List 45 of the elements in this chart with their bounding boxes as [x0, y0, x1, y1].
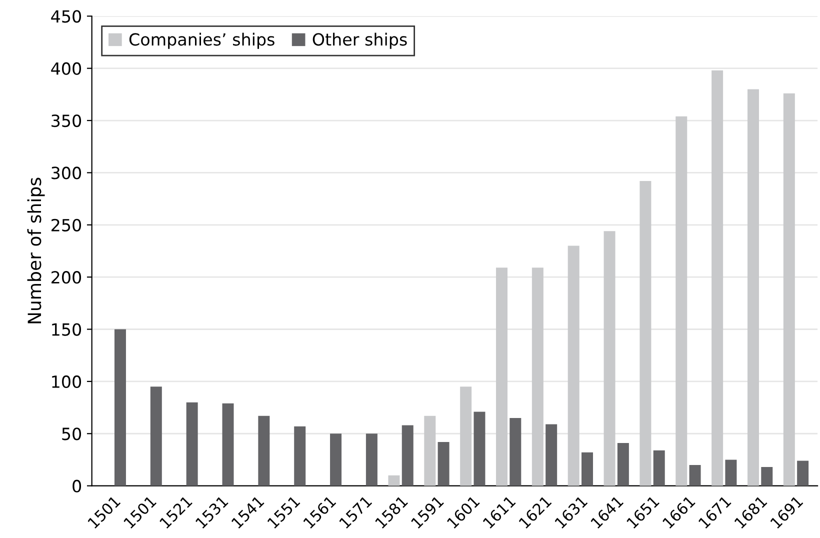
bar [388, 475, 400, 486]
y-tick-label: 50 [62, 428, 82, 440]
bar [640, 181, 652, 486]
y-tick-label: 400 [51, 62, 82, 75]
bar [330, 434, 342, 486]
y-tick-label: 200 [52, 271, 82, 284]
y-tick-label: 0 [72, 480, 82, 492]
bar [653, 450, 665, 486]
legend-label: Other ships [312, 32, 407, 49]
y-axis-title: Number of ships [27, 178, 45, 324]
y-tick-label: 450 [51, 10, 82, 23]
y-tick-label: 100 [52, 375, 82, 388]
bar [496, 268, 508, 486]
bar [510, 418, 522, 486]
bar [582, 452, 594, 486]
bar [258, 416, 270, 486]
bar [617, 443, 629, 486]
bar [676, 116, 688, 486]
bar [797, 460, 809, 486]
bar [294, 426, 306, 486]
bar [747, 89, 759, 486]
bar [546, 424, 558, 486]
bar [532, 268, 544, 486]
bar [761, 467, 773, 486]
bar [424, 416, 436, 486]
bar [725, 460, 737, 486]
bar [402, 425, 414, 486]
bar [438, 442, 450, 486]
y-tick-label: 300 [52, 166, 82, 180]
legend-label: Companies’ ships [129, 32, 274, 49]
bar [186, 402, 198, 486]
bar [712, 70, 724, 486]
bar [114, 329, 126, 486]
bar [783, 93, 795, 486]
bar [366, 434, 378, 486]
bar [460, 386, 472, 486]
y-tick-label: 250 [52, 218, 82, 232]
bar [568, 246, 580, 486]
bar [222, 403, 234, 486]
bar [689, 464, 701, 486]
y-tick-label: 150 [52, 323, 82, 336]
bar [604, 231, 616, 486]
bar [474, 412, 486, 486]
bar [150, 386, 162, 486]
y-tick-label: 350 [52, 114, 82, 128]
